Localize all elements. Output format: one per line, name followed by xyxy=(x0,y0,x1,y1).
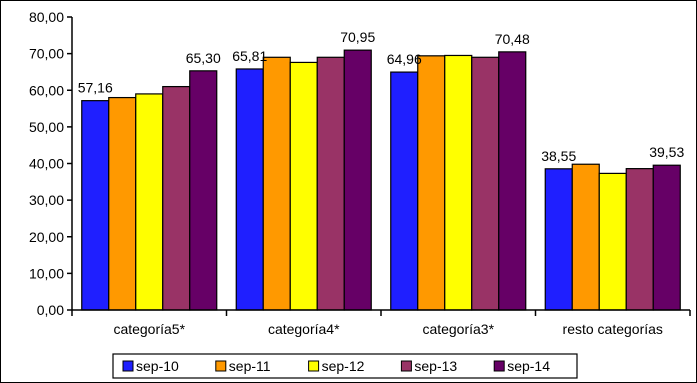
x-tick-label: categoría5* xyxy=(113,321,185,337)
bar xyxy=(235,68,264,311)
x-tick-label: resto categorías xyxy=(563,321,663,337)
legend-label: sep-11 xyxy=(229,358,271,374)
y-tick-label: 20,00 xyxy=(29,229,64,245)
bar xyxy=(417,55,446,311)
bar xyxy=(343,49,372,311)
legend-label: sep-12 xyxy=(322,358,365,374)
y-tick-label: 0,00 xyxy=(37,302,64,318)
bar xyxy=(108,96,137,311)
y-tick-label: 10,00 xyxy=(29,265,64,281)
bar xyxy=(444,54,473,311)
legend-swatch xyxy=(122,360,134,372)
legend-label: sep-14 xyxy=(507,358,550,374)
bar xyxy=(390,71,419,311)
legend: sep-10 sep-11 sep-12 sep-13 sep-14 xyxy=(112,353,578,379)
y-tick-label: 50,00 xyxy=(29,119,64,135)
bar xyxy=(189,70,218,311)
data-label: 65,30 xyxy=(186,50,221,66)
x-axis: categoría5* categoría4* categoría3* resto c… xyxy=(71,309,691,337)
bar xyxy=(471,56,500,311)
legend-swatch xyxy=(493,360,505,372)
bars xyxy=(81,49,681,311)
bar xyxy=(544,168,573,311)
y-axis: 0,00 10,00 20,00 30,00 40,00 50,00 60,00 70,00 8… xyxy=(29,9,73,318)
y-tick-label: 30,00 xyxy=(29,192,64,208)
y-tick-label: 40,00 xyxy=(29,156,64,172)
legend-label: sep-10 xyxy=(136,358,179,374)
y-tick-label: 80,00 xyxy=(29,9,64,25)
bar xyxy=(135,93,164,311)
data-label: 70,95 xyxy=(340,29,375,45)
legend-swatch xyxy=(400,360,412,372)
data-labels: 57,16 65,30 65,81 70,95 64,96 70,48 38,55 39,53 xyxy=(78,29,685,164)
x-tick-label: categoría4* xyxy=(268,321,340,337)
data-label: 57,16 xyxy=(78,80,113,96)
bar xyxy=(625,168,654,311)
bar xyxy=(598,172,627,311)
x-tick-label: categoría3* xyxy=(422,321,494,337)
bar xyxy=(81,100,110,311)
bar xyxy=(262,56,291,311)
bar xyxy=(316,56,345,311)
y-tick-label: 70,00 xyxy=(29,46,64,62)
y-tick-label: 60,00 xyxy=(29,82,64,98)
legend-label: sep-13 xyxy=(414,358,457,374)
bar xyxy=(289,61,318,311)
data-label: 64,96 xyxy=(387,51,422,67)
data-label: 38,55 xyxy=(541,148,576,164)
bar xyxy=(652,164,681,311)
legend-swatch xyxy=(308,360,320,372)
legend-swatch xyxy=(215,360,227,372)
data-label: 65,81 xyxy=(232,48,267,64)
data-label: 70,48 xyxy=(495,31,530,47)
data-label: 39,53 xyxy=(649,144,684,160)
bar xyxy=(571,163,600,311)
bar xyxy=(162,85,191,311)
bar xyxy=(498,51,527,311)
